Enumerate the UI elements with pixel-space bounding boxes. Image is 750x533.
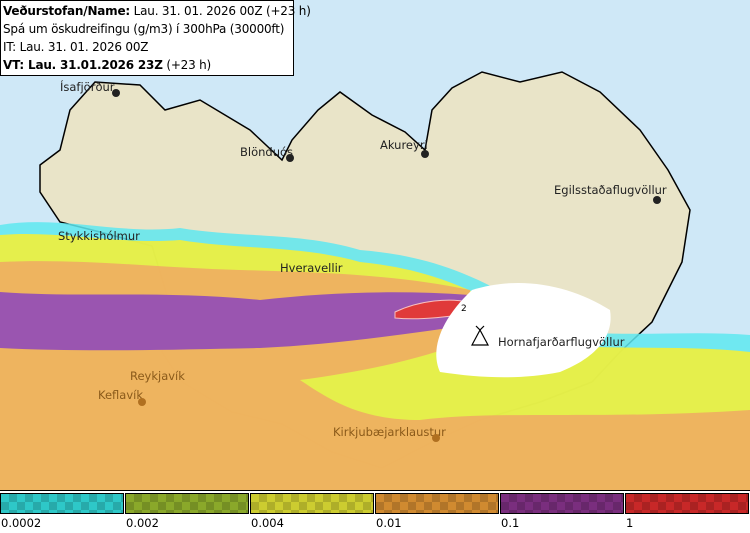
city-marker-dot <box>112 89 120 97</box>
city-label: Keflavík <box>98 388 143 402</box>
glacier <box>436 282 611 378</box>
city-marker-dot <box>421 150 429 158</box>
legend-swatch <box>375 493 499 514</box>
forecast-description: Spá um öskudreifingu (g/m3) í 300hPa (30… <box>3 22 285 36</box>
legend-swatch <box>125 493 249 514</box>
city-label: Reykjavík <box>130 369 185 383</box>
legend-swatch <box>0 493 124 514</box>
city-marker-dot <box>138 398 146 406</box>
legend-swatch <box>500 493 624 514</box>
city-label: Akureyri <box>380 138 428 152</box>
legend-label: 0.1 <box>501 516 520 530</box>
issuer-label: Veðurstofan/Name: <box>3 4 131 18</box>
city-label: Hornafjarðarflugvöllur <box>498 335 625 349</box>
legend-label: 1 <box>626 516 634 530</box>
legend-swatch <box>250 493 374 514</box>
legend-label: 0.01 <box>376 516 402 530</box>
ash-purple-band <box>0 292 470 351</box>
city-label: Ísafjörður <box>60 80 115 94</box>
lead-time: (+23 h) <box>162 58 212 72</box>
city-label: Egilsstaðaflugvöllur <box>554 183 667 197</box>
valid-time: VT: Lau. 31.01.2026 23Z <box>3 58 163 72</box>
city-label: Hveravellir <box>280 261 343 275</box>
legend-label: 0.002 <box>126 516 159 530</box>
city-marker-dot <box>653 196 661 204</box>
peak-label: 2 <box>461 304 467 314</box>
volcano-icon <box>471 325 489 346</box>
legend-swatch <box>625 493 749 514</box>
issue-time: Lau. 31. 01. 2026 00Z (+23 h) <box>130 4 311 18</box>
city-marker-dot <box>286 154 294 162</box>
city-marker-dot <box>432 434 440 442</box>
legend-label: 0.004 <box>251 516 284 530</box>
forecast-info-box: Veðurstofan/Name: Lau. 31. 01. 2026 00Z … <box>0 0 311 76</box>
city-label: Blönduós <box>240 145 294 159</box>
concentration-legend: 0.0002 0.002 0.004 0.01 0.1 1 <box>0 490 750 533</box>
initial-time: IT: Lau. 31. 01. 2026 00Z <box>3 40 149 54</box>
city-label: Kirkjubæjarklaustur <box>333 425 446 439</box>
legend-label: 0.0002 <box>1 516 42 530</box>
city-label: Stykkishólmur <box>58 229 140 243</box>
ash-dispersion-map: 2 <box>0 0 750 490</box>
